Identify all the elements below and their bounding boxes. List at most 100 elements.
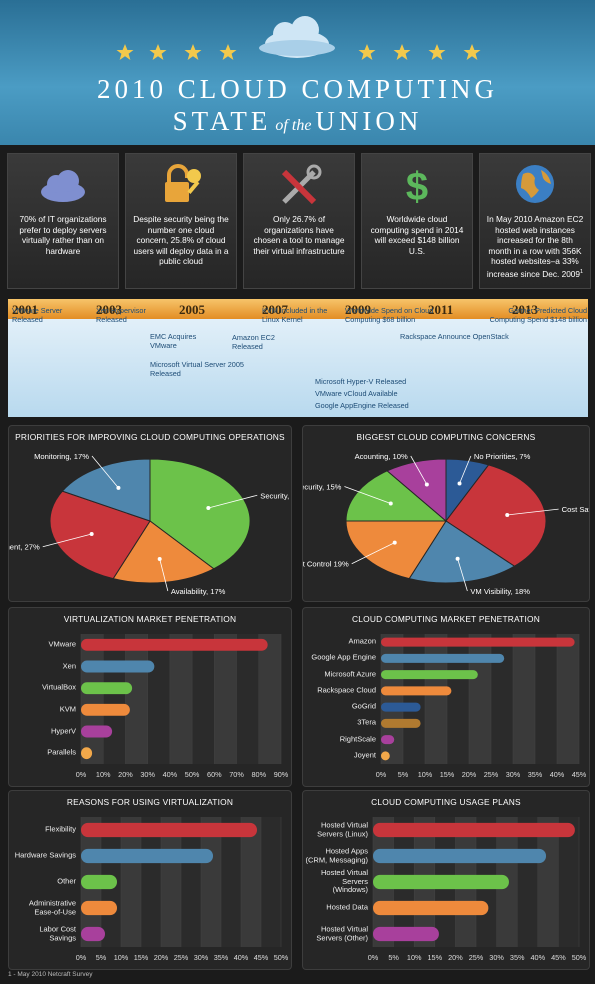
slice-label: Cost Savings, 31% bbox=[562, 505, 589, 514]
slice-label: Security, 39% bbox=[260, 491, 291, 500]
x-tick-label: 25% bbox=[483, 770, 499, 779]
x-tick-label: 20% bbox=[153, 953, 169, 962]
bar bbox=[81, 926, 105, 942]
year: 2011 bbox=[428, 302, 454, 317]
footnote: 1 - May 2010 Netcraft Survey bbox=[8, 971, 93, 978]
x-tick-label: 60% bbox=[207, 770, 222, 779]
leader-line bbox=[42, 533, 92, 548]
chart-title: PRIORITIES FOR IMPROVING CLOUD COMPUTING… bbox=[15, 432, 285, 442]
title-union: UNION bbox=[315, 106, 423, 136]
x-tick-label: 0% bbox=[375, 770, 387, 779]
slice-label: Deployment Control 19% bbox=[303, 560, 349, 569]
category-label: Xen bbox=[62, 661, 76, 671]
slice-label: Monitoring, 17% bbox=[34, 452, 89, 461]
leader-line bbox=[159, 558, 169, 592]
category-label: Hosted Data bbox=[326, 902, 368, 912]
x-tick-label: 35% bbox=[527, 770, 543, 779]
leader-dot bbox=[116, 485, 121, 490]
bar bbox=[381, 751, 390, 761]
header: 2010 CLOUD COMPUTING STATE of the UNION bbox=[0, 0, 595, 145]
category-label: VirtualBox bbox=[41, 682, 76, 692]
bar bbox=[81, 874, 117, 890]
bar bbox=[373, 822, 575, 838]
category-label: Hosted Virtual Servers (Linux) bbox=[317, 820, 368, 838]
slice-label: Availability, 17% bbox=[171, 587, 226, 596]
stat-text: In May 2010 Amazon EC2 hosted web instan… bbox=[486, 214, 584, 279]
x-tick-label: 5% bbox=[388, 953, 399, 962]
leader-dot bbox=[392, 540, 397, 545]
pie-slice bbox=[345, 520, 447, 580]
leader-dot bbox=[455, 556, 460, 561]
chart bbox=[80, 817, 282, 947]
stars bbox=[116, 44, 481, 60]
x-tick-label: 15% bbox=[439, 770, 455, 779]
x-tick-label: 45% bbox=[571, 770, 587, 779]
x-tick-label: 0% bbox=[75, 953, 87, 962]
bar bbox=[81, 682, 133, 695]
year: 2013 bbox=[512, 302, 538, 317]
grid-band bbox=[81, 634, 104, 764]
pie-slice bbox=[386, 458, 447, 523]
grid-band bbox=[169, 634, 193, 764]
x-tick-label: 45% bbox=[253, 953, 269, 962]
category-label: Google App Engine bbox=[311, 653, 376, 663]
bar bbox=[81, 848, 213, 864]
header-art bbox=[116, 16, 481, 60]
leader-line bbox=[91, 455, 119, 489]
year: 2001 bbox=[12, 302, 38, 317]
bar bbox=[81, 660, 155, 673]
chart-panel: No Priorities, 7% Cost Savings, 31% VM Vis… bbox=[302, 425, 590, 602]
category-label: Joyent bbox=[353, 750, 376, 760]
x-tick-label: 40% bbox=[549, 770, 565, 779]
x-tick-label: 5% bbox=[397, 770, 409, 779]
category-label: Hosted Virtual Servers (Windows) bbox=[321, 868, 368, 895]
leader-dot bbox=[157, 556, 162, 561]
category-label: Hardware Savings bbox=[14, 850, 76, 860]
grid-band bbox=[447, 634, 469, 764]
x-tick-label: 40% bbox=[162, 770, 178, 779]
x-tick-label: 30% bbox=[489, 953, 504, 962]
bar bbox=[381, 702, 421, 712]
bar bbox=[81, 725, 113, 738]
grid-band bbox=[261, 817, 281, 947]
leader-line bbox=[351, 542, 395, 565]
stat-box: In May 2010 Amazon EC2 hosted web instan… bbox=[479, 153, 591, 289]
grid-band bbox=[214, 634, 237, 764]
chart-title: REASONS FOR USING VIRTUALIZATION bbox=[66, 797, 234, 807]
category-label: Rackspace Cloud bbox=[317, 685, 376, 695]
category-label: Hosted Virtual Servers (Other) bbox=[316, 924, 368, 942]
bar bbox=[81, 747, 93, 760]
leader-dot bbox=[505, 512, 510, 517]
x-tick-label: 35% bbox=[509, 953, 525, 962]
leader-line bbox=[208, 494, 258, 509]
x-tick-label: 20% bbox=[118, 770, 133, 779]
svg-text:$: $ bbox=[406, 165, 428, 209]
bar bbox=[381, 670, 478, 680]
cloud-logo bbox=[259, 16, 335, 58]
bar bbox=[81, 638, 268, 651]
footnote-ref: 1 bbox=[580, 268, 584, 275]
category-label: Parallels bbox=[47, 747, 76, 757]
chart bbox=[372, 817, 580, 947]
category-label: Flexibility bbox=[45, 824, 76, 834]
pie-slice bbox=[345, 470, 448, 522]
title-state: STATE bbox=[172, 106, 272, 136]
x-tick-label: 20% bbox=[461, 770, 477, 779]
bar bbox=[381, 735, 395, 745]
grid-band bbox=[425, 634, 447, 764]
x-tick-label: 40% bbox=[233, 953, 249, 962]
stat-text: Worldwide cloud computing spend in 2014 … bbox=[370, 214, 464, 256]
chart-title: VIRTUALIZATION MARKET PENETRATION bbox=[63, 614, 237, 624]
year: 2003 bbox=[96, 302, 122, 317]
grid-band bbox=[125, 634, 148, 764]
grid-band bbox=[469, 634, 491, 764]
chart-panel: VIRTUALIZATION MARKET PENETRATION 0% 10% 20… bbox=[8, 607, 292, 787]
x-tick-label: 10% bbox=[417, 770, 433, 779]
chart-panel: CLOUD COMPUTING MARKET PENETRATION 0% 5% 10… bbox=[302, 607, 590, 787]
cloud-icon bbox=[41, 170, 85, 202]
grid-band bbox=[535, 634, 557, 764]
slice-label: No Priorities, 7% bbox=[474, 452, 531, 461]
leader-dot bbox=[388, 501, 393, 506]
